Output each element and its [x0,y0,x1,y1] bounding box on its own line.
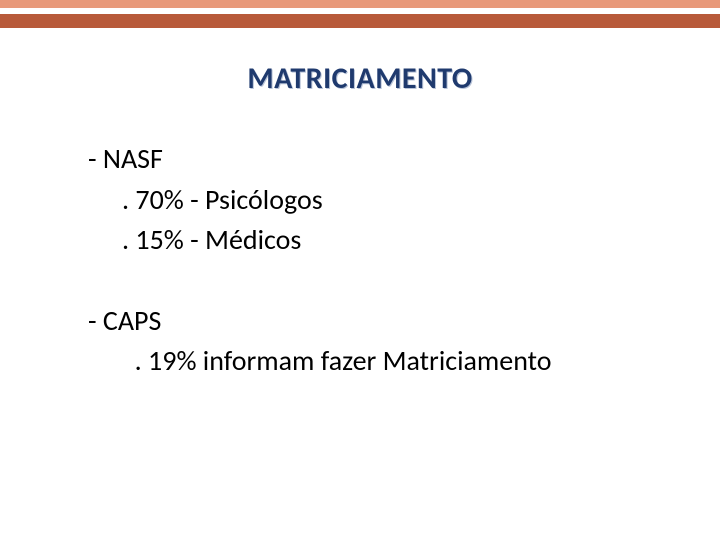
spacer [88,261,680,301]
header-band-bottom [0,14,720,28]
list-item: . 19% informam fazer Matriciamento [88,341,680,382]
header-band-top [0,0,720,8]
content-area: - NASF . 70% - Psicólogos . 15% - Médico… [0,139,720,382]
list-item: . 70% - Psicólogos [88,180,680,221]
title-container: MATRICIAMENTO [0,60,720,97]
slide-title: MATRICIAMENTO [247,60,472,97]
group-head: - NASF [88,139,680,180]
group-head: - CAPS [88,301,680,342]
list-item: . 15% - Médicos [88,220,680,261]
